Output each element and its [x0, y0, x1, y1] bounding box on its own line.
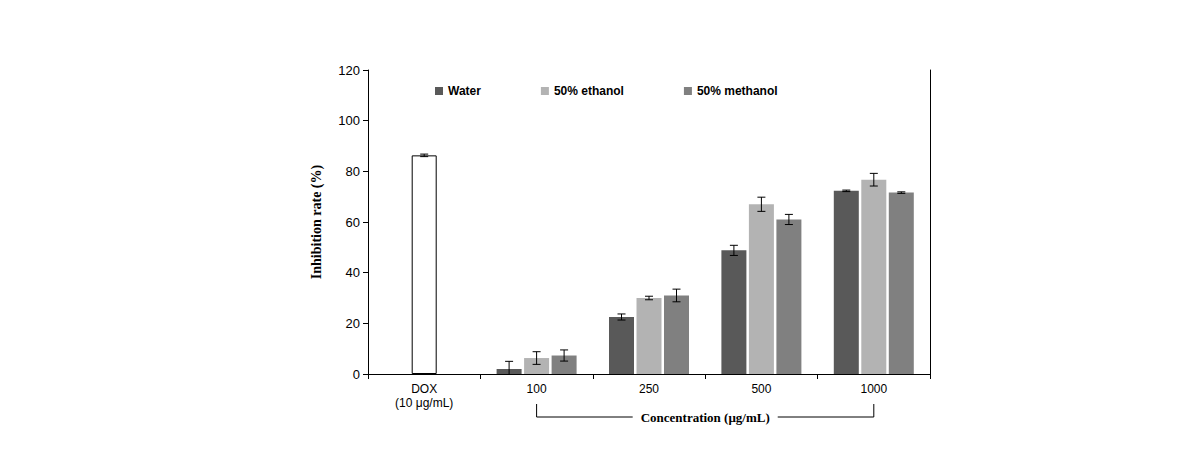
svg-text:60: 60 [346, 215, 360, 230]
svg-text:1000: 1000 [860, 382, 887, 396]
svg-text:100: 100 [338, 113, 360, 128]
svg-text:Inhibition rate (%): Inhibition rate (%) [309, 164, 325, 279]
svg-text:(10 μg/mL): (10 μg/mL) [395, 396, 453, 410]
svg-text:50% methanol: 50% methanol [697, 84, 778, 98]
svg-text:20: 20 [346, 316, 360, 331]
svg-text:Water: Water [448, 84, 481, 98]
svg-text:40: 40 [346, 265, 360, 280]
svg-text:500: 500 [751, 382, 771, 396]
svg-text:120: 120 [338, 63, 360, 78]
svg-text:50% ethanol: 50% ethanol [554, 84, 624, 98]
svg-text:100: 100 [527, 382, 547, 396]
svg-text:80: 80 [346, 164, 360, 179]
svg-text:250: 250 [639, 382, 659, 396]
svg-text:Concentration (μg/mL): Concentration (μg/mL) [641, 410, 770, 425]
svg-text:DOX: DOX [411, 382, 437, 396]
svg-text:0: 0 [353, 367, 360, 382]
